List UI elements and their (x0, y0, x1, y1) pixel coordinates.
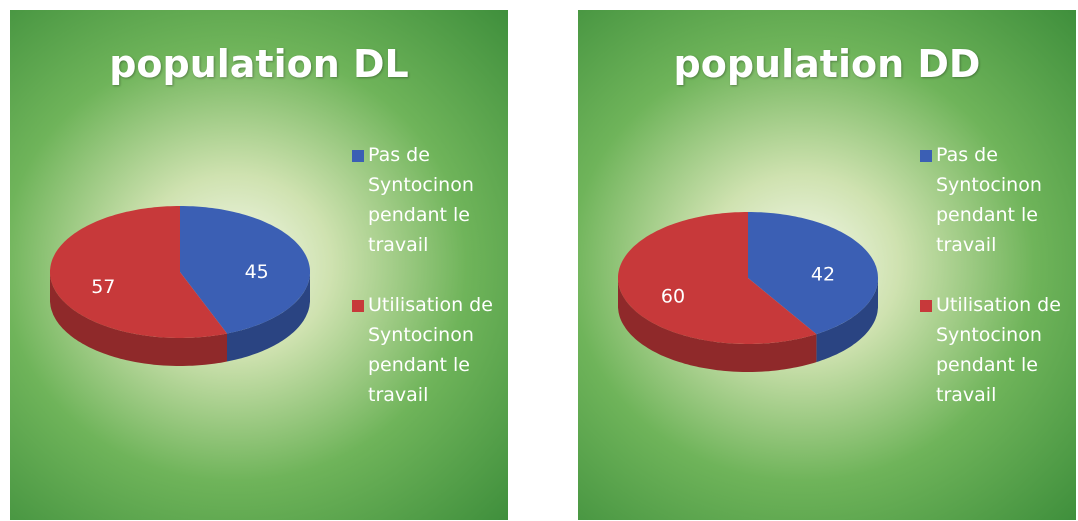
pie-slice (618, 212, 817, 344)
legend-entry: Utilisation de Syntocinon pendant le tra… (348, 290, 498, 410)
legend-swatch (920, 150, 932, 162)
legend-swatch (352, 150, 364, 162)
pie-slice-side (618, 278, 817, 372)
legend-label: Utilisation de Syntocinon pendant le tra… (936, 294, 1061, 406)
legend-swatch (352, 300, 364, 312)
pie-slice (50, 206, 227, 338)
pie-slice-side (227, 272, 310, 362)
pie-slice-side (816, 278, 878, 363)
data-label: 42 (811, 264, 835, 286)
chart-panel: population DD 42 60 Pas de Syntocinon penda… (578, 10, 1076, 520)
pie-slice-side (50, 272, 227, 366)
legend: Pas de Syntocinon pendant le travail Util… (348, 140, 498, 440)
chart-title: population DL (109, 42, 409, 86)
chart-panel: population DL 45 57 Pas de Syntocinon penda… (10, 10, 508, 520)
legend-label: Utilisation de Syntocinon pendant le tra… (368, 294, 493, 406)
pie-chart: 42 60 (618, 212, 878, 372)
legend-label: Pas de Syntocinon pendant le travail (936, 144, 1042, 256)
legend-entry: Pas de Syntocinon pendant le travail (916, 140, 1066, 260)
pie-slice (748, 212, 878, 335)
legend-entry: Utilisation de Syntocinon pendant le tra… (916, 290, 1066, 410)
legend-label: Pas de Syntocinon pendant le travail (368, 144, 474, 256)
pie-chart: 45 57 (50, 206, 310, 366)
data-label: 57 (91, 276, 115, 298)
data-label: 45 (245, 261, 269, 283)
data-label: 60 (661, 285, 685, 307)
legend-swatch (920, 300, 932, 312)
chart-title: population DD (673, 42, 981, 86)
legend-entry: Pas de Syntocinon pendant le travail (348, 140, 498, 260)
legend: Pas de Syntocinon pendant le travail Util… (916, 140, 1066, 440)
pie-slice (180, 206, 310, 334)
